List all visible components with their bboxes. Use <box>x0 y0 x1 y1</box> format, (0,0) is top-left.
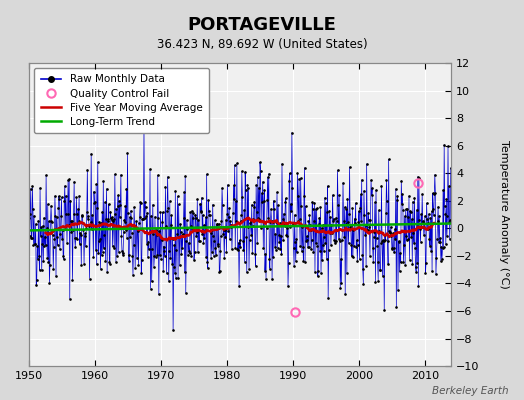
Text: Berkeley Earth: Berkeley Earth <box>432 386 508 396</box>
Text: 36.423 N, 89.692 W (United States): 36.423 N, 89.692 W (United States) <box>157 38 367 51</box>
Legend: Raw Monthly Data, Quality Control Fail, Five Year Moving Average, Long-Term Tren: Raw Monthly Data, Quality Control Fail, … <box>34 68 209 133</box>
Y-axis label: Temperature Anomaly (°C): Temperature Anomaly (°C) <box>499 140 509 289</box>
Text: PORTAGEVILLE: PORTAGEVILLE <box>188 16 336 34</box>
